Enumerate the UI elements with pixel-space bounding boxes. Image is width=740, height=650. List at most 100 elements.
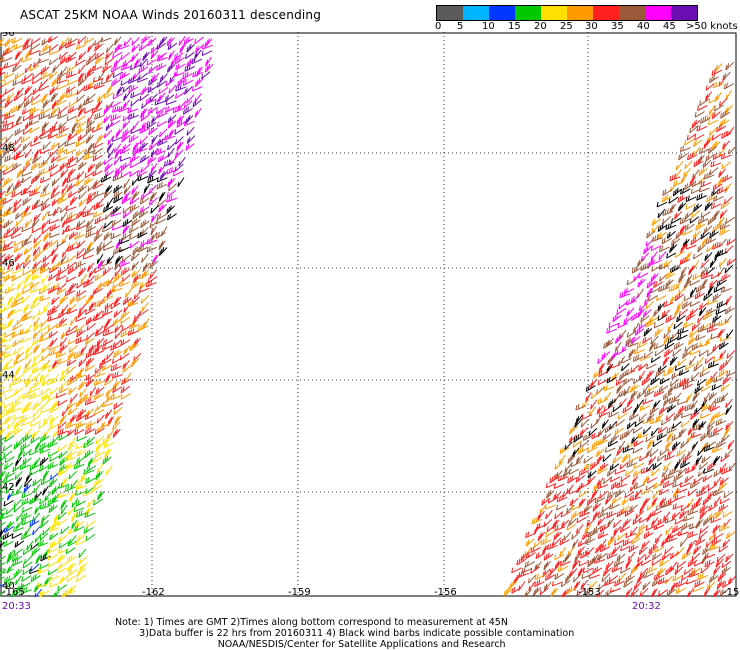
wind-barb (685, 252, 692, 262)
longitude-label: -156 (434, 587, 457, 597)
wind-barb (47, 132, 59, 140)
wind-barb (7, 260, 15, 271)
wind-barb (58, 450, 68, 460)
wind-barb (41, 344, 51, 353)
wind-barb (708, 531, 717, 542)
wind-barb (167, 119, 177, 129)
wind-barb (620, 474, 631, 482)
wind-barb (698, 530, 708, 540)
wind-barb (14, 540, 25, 548)
wind-barb (5, 162, 15, 172)
wind-barb (186, 58, 195, 68)
wind-barb (71, 497, 79, 508)
wind-barb (608, 322, 620, 328)
wind-barb (551, 581, 563, 587)
wind-barb (65, 225, 77, 233)
wind-barb (571, 504, 582, 511)
wind-barb (131, 358, 140, 368)
wind-barb (3, 450, 13, 459)
wind-barb (673, 341, 684, 350)
wind-barb (665, 412, 675, 421)
wind-barb (40, 324, 50, 332)
wind-barb (707, 299, 719, 306)
wind-barb (49, 49, 60, 56)
wind-barb (578, 468, 590, 476)
wind-barb (638, 272, 649, 279)
wind-barb (94, 267, 105, 274)
wind-barb (716, 580, 726, 590)
wind-barb (24, 378, 33, 389)
wind-barb (642, 398, 654, 405)
wind-barb (201, 50, 213, 57)
wind-barb (715, 510, 724, 520)
latitude-label: 48 (2, 143, 15, 154)
wind-barb (57, 468, 68, 477)
wind-barb (69, 414, 78, 424)
wind-barb (141, 302, 149, 312)
wind-barb (148, 197, 158, 206)
wind-barb (553, 531, 562, 541)
wind-barb (5, 430, 14, 440)
wind-barb (131, 176, 140, 186)
wind-barb (712, 455, 721, 466)
wind-barb (722, 538, 731, 549)
wind-barb (621, 357, 632, 364)
wind-barb (0, 136, 7, 143)
wind-barb (683, 567, 694, 575)
wind-barb (0, 218, 5, 226)
wind-barb (664, 453, 675, 461)
wind-barb (708, 119, 719, 126)
wind-barb (721, 566, 731, 575)
wind-barb (724, 306, 735, 315)
wind-barb (665, 279, 674, 289)
wind-barb (46, 378, 58, 386)
wind-barb (58, 434, 69, 441)
wind-barb (92, 182, 104, 190)
wind-barb (184, 86, 193, 95)
wind-barb (85, 374, 96, 381)
wind-barb (93, 378, 105, 387)
wind-barb (673, 321, 683, 330)
wind-barb (579, 440, 590, 449)
wind-barb (150, 231, 158, 242)
wind-barb (535, 552, 546, 560)
wind-barb (632, 426, 643, 434)
wind-barb (102, 308, 113, 317)
wind-barb (7, 282, 15, 293)
wind-barb (83, 393, 95, 401)
wind-barb (561, 589, 570, 597)
wind-barb (700, 116, 711, 124)
wind-barb (21, 314, 33, 322)
wind-barb (685, 313, 696, 322)
wind-barb (671, 330, 680, 340)
wind-barb (29, 113, 40, 120)
wind-barb (707, 285, 714, 296)
wind-barb (643, 245, 652, 255)
wind-barb (102, 400, 113, 408)
wind-barb (698, 307, 707, 317)
wind-barb (138, 273, 149, 280)
wind-barb (69, 296, 78, 306)
wind-barb (34, 583, 43, 593)
wind-barb (688, 265, 696, 276)
wind-barb (138, 65, 149, 74)
wind-barb (13, 504, 23, 513)
wind-barb (24, 351, 33, 361)
wind-barb (697, 446, 706, 457)
wind-barb (719, 362, 728, 372)
wind-barb (584, 536, 596, 545)
wind-barb (122, 143, 131, 152)
left-swath-wind-barbs (0, 35, 214, 597)
wind-barb (48, 365, 58, 373)
wind-barb (607, 440, 619, 448)
wind-barb (713, 195, 724, 203)
wind-barb (563, 531, 572, 541)
wind-barb (579, 509, 590, 518)
lat-lon-grid (0, 32, 740, 597)
wind-barb (707, 216, 717, 226)
wind-barb (49, 415, 59, 424)
wind-barb (608, 411, 619, 418)
wind-barb (621, 342, 630, 352)
wind-barb (41, 121, 50, 132)
wind-barb (103, 105, 112, 115)
